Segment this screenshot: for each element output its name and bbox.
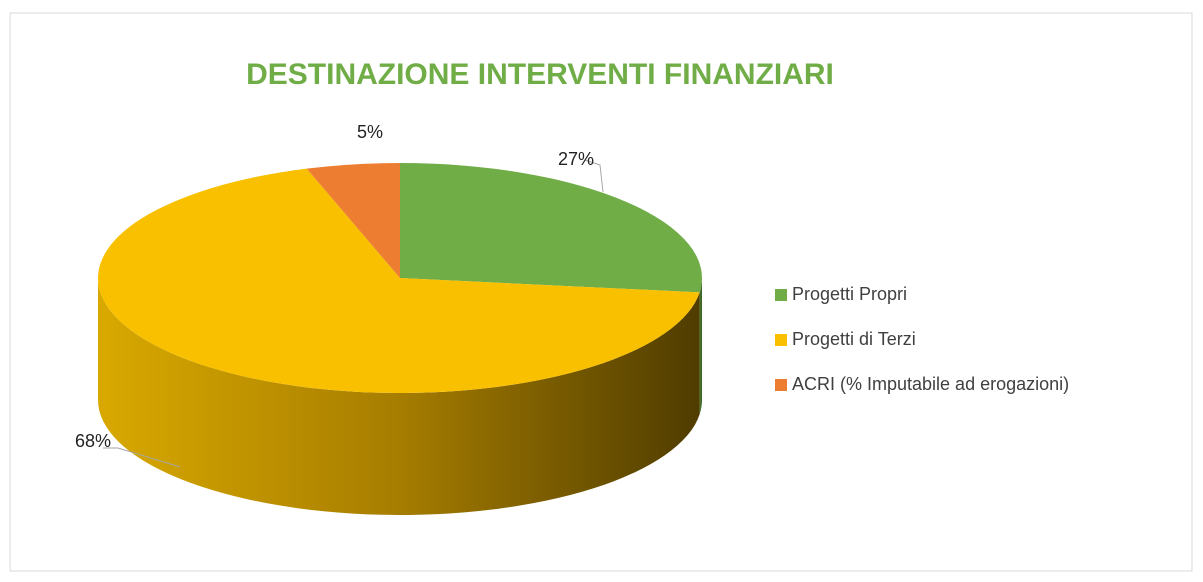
legend-label: Progetti Propri [792,284,907,304]
pie-slice [400,163,702,293]
pie-side [98,278,700,515]
legend-label: ACRI (% Imputabile ad erogazioni) [792,374,1069,394]
leader-line [584,159,604,193]
legend-label: Progetti di Terzi [792,329,916,349]
leader-line [103,447,181,468]
pie-slice [97,168,700,393]
pie-side [699,278,702,415]
legend-swatch [775,334,787,346]
pie-slice [306,163,400,278]
data-label: 27% [558,149,594,169]
data-label: 68% [75,431,111,451]
legend-swatch [775,289,787,301]
data-label: 5% [357,122,383,142]
legend-swatch [775,379,787,391]
chart-title: DESTINAZIONE INTERVENTI FINANZIARI [246,58,834,91]
